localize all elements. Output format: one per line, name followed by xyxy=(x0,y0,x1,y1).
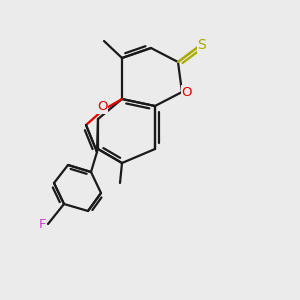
Text: O: O xyxy=(182,85,192,98)
Text: F: F xyxy=(38,218,46,230)
Text: S: S xyxy=(198,38,206,52)
Text: O: O xyxy=(97,100,107,113)
